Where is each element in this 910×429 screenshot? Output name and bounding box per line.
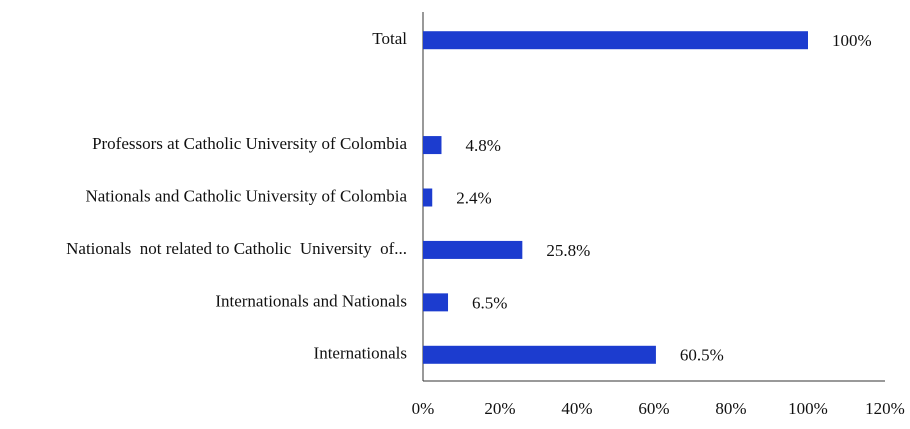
x-tick-label: 80% <box>715 399 746 418</box>
bar <box>423 31 808 50</box>
value-label: 100% <box>832 31 872 50</box>
y-tick-label: Internationals and Nationals <box>215 291 407 310</box>
bar <box>423 188 433 207</box>
value-label: 60.5% <box>680 346 724 365</box>
value-label: 6.5% <box>472 293 507 312</box>
y-tick-label: Professors at Catholic University of Col… <box>92 134 407 153</box>
x-tick-label: 120% <box>865 399 905 418</box>
y-tick-label: Nationals and Catholic University of Col… <box>85 186 407 205</box>
value-label: 2.4% <box>456 188 491 207</box>
x-tick-label: 40% <box>561 399 592 418</box>
y-tick-label: Total <box>372 29 407 48</box>
bar <box>423 240 523 259</box>
x-tick-label: 100% <box>788 399 828 418</box>
bar <box>423 136 442 155</box>
x-tick-label: 20% <box>484 399 515 418</box>
bar <box>423 293 449 312</box>
value-label: 4.8% <box>465 136 500 155</box>
y-tick-label: Internationals <box>314 344 407 363</box>
value-label: 25.8% <box>546 241 590 260</box>
x-tick-label: 60% <box>638 399 669 418</box>
x-tick-label: 0% <box>412 399 435 418</box>
bar <box>423 345 656 364</box>
y-tick-label: Nationals not related to Catholic Univer… <box>66 239 407 258</box>
